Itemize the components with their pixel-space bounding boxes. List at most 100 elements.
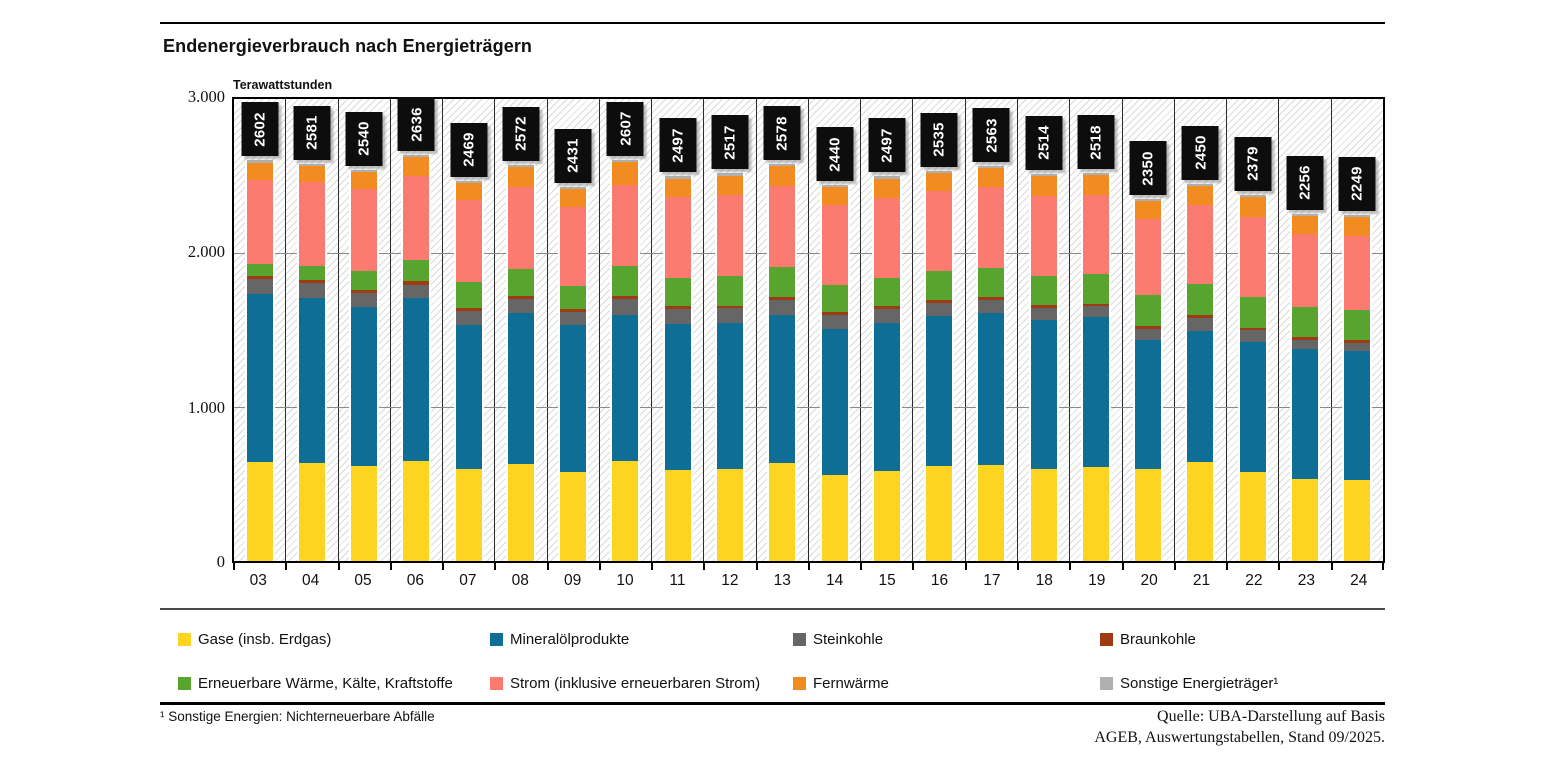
x-tick-label-22: 22	[1245, 572, 1263, 589]
bar-segment	[717, 305, 744, 309]
chart-title: Endenergieverbrauch nach Energieträgern	[163, 36, 533, 56]
bar-total-label: 2256	[1286, 155, 1324, 210]
bar-segment	[978, 313, 1005, 465]
bar-total-label: 2249	[1338, 156, 1376, 211]
bar-segment	[403, 281, 430, 285]
bar-segment	[298, 297, 325, 464]
x-axis-tick	[546, 562, 549, 570]
x-axis-tick	[703, 562, 706, 570]
bar-segment	[769, 463, 796, 561]
bar-segment	[246, 160, 273, 163]
legend-label: Steinkohle	[813, 631, 884, 648]
bar-segment	[978, 168, 1005, 188]
bar-segment	[351, 169, 378, 172]
bar-segment	[978, 166, 1005, 169]
bar-segment	[873, 277, 900, 307]
bar-segment	[1344, 236, 1371, 311]
bar-segment	[612, 314, 639, 461]
x-axis-tick	[912, 562, 915, 570]
bar-segment	[298, 163, 325, 166]
bar-segment	[507, 269, 534, 297]
x-axis-tick	[1121, 562, 1124, 570]
bar-segment	[1082, 274, 1109, 304]
bar-segment	[1291, 337, 1318, 340]
bar-segment	[1135, 295, 1162, 326]
bar-total-label: 2602	[241, 102, 279, 157]
bar-column-18: 2514	[1016, 99, 1071, 570]
bar-total-label: 2572	[502, 106, 540, 161]
bar-segment	[1344, 351, 1371, 481]
x-axis-tick	[807, 562, 810, 570]
legend-item-gase: Gase (insb. Erdgas)	[178, 631, 331, 648]
legend-top-rule	[160, 608, 1385, 610]
x-tick-label-19: 19	[1088, 572, 1106, 589]
bar-segment	[769, 266, 796, 297]
bar-segment	[612, 159, 639, 162]
bar-segment	[1187, 283, 1214, 316]
bar-segment	[821, 329, 848, 475]
x-axis-tick	[964, 562, 967, 570]
bar-segment	[926, 191, 953, 272]
bar-total-label: 2578	[763, 106, 801, 160]
y-tick-label-1000: 1.000	[187, 398, 225, 417]
bar-segment	[560, 311, 587, 325]
x-axis-tick	[1016, 562, 1019, 570]
bar-segment	[873, 306, 900, 310]
x-tick-label-06: 06	[406, 572, 425, 589]
legend-item-strom: Strom (inklusive erneuerbaren Strom)	[490, 675, 760, 692]
x-tick-label-13: 13	[773, 572, 791, 589]
x-axis-tick	[1069, 562, 1072, 570]
bar-segment	[1239, 296, 1266, 328]
x-axis-tick	[860, 562, 863, 570]
bar-segment	[1187, 204, 1214, 284]
bar-segment	[298, 463, 325, 561]
bar-segment	[873, 178, 900, 198]
x-axis-labels: 03 04 05 06 07 08 09 10 11 12 13 14 15 16 17 18 19 20 21 22…	[232, 572, 1385, 590]
bar-column-12: 2517	[703, 99, 757, 570]
bar-segment	[351, 188, 378, 272]
x-tick-label-24: 24	[1350, 572, 1368, 589]
bar-segment	[821, 204, 848, 285]
bar-total-label: 2440	[816, 127, 854, 182]
bar-segment	[978, 297, 1005, 300]
bar-total-label: 2540	[345, 111, 383, 166]
bar-segment	[298, 181, 325, 266]
legend-label: Fernwärme	[813, 675, 889, 692]
bar-segment	[403, 260, 430, 282]
bar-segment	[403, 460, 430, 561]
y-tick-label-2000: 2.000	[187, 242, 225, 261]
legend-label: Mineralölprodukte	[510, 631, 630, 648]
bar-segment	[1291, 213, 1318, 216]
bar-segment	[664, 178, 691, 198]
bar-segment	[821, 474, 848, 561]
bar-column-07: 2469	[442, 99, 496, 570]
mineraloel-swatch-icon	[490, 633, 503, 646]
y-tick-label-3000: 3.000	[187, 87, 225, 106]
bar-segment	[1135, 328, 1162, 341]
legend-label: Strom (inklusive erneuerbaren Strom)	[510, 675, 761, 692]
bar-segment	[873, 323, 900, 471]
bar-column-19: 2518	[1069, 99, 1123, 570]
bar-segment	[769, 186, 796, 267]
bar-segment	[1344, 340, 1371, 343]
x-tick-label-04: 04	[301, 572, 320, 589]
bar-total-label: 2497	[659, 118, 697, 173]
bar-total-label: 2514	[1025, 115, 1063, 170]
legend-label: Erneuerbare Wärme, Kälte, Kraftstoffe	[198, 675, 453, 692]
bar-segment	[1239, 341, 1266, 473]
bar-total-label: 2535	[920, 112, 958, 167]
bar-segment	[926, 299, 953, 303]
legend-item-mineraloelprodukte: Mineralölprodukte	[490, 631, 629, 648]
bar-segment	[717, 173, 744, 176]
bar-segment	[769, 314, 796, 464]
x-tick-label-07: 07	[459, 572, 477, 589]
bar-segment	[664, 176, 691, 179]
bottom-rule	[160, 702, 1385, 705]
bar-segment	[560, 186, 587, 189]
bar-segment	[246, 279, 273, 294]
bar-segment	[246, 293, 273, 463]
x-axis-tick	[1330, 562, 1333, 570]
bar-segment	[507, 313, 534, 464]
legend-label: Gase (insb. Erdgas)	[198, 631, 332, 648]
legend-label: Braunkohle	[1120, 631, 1196, 648]
